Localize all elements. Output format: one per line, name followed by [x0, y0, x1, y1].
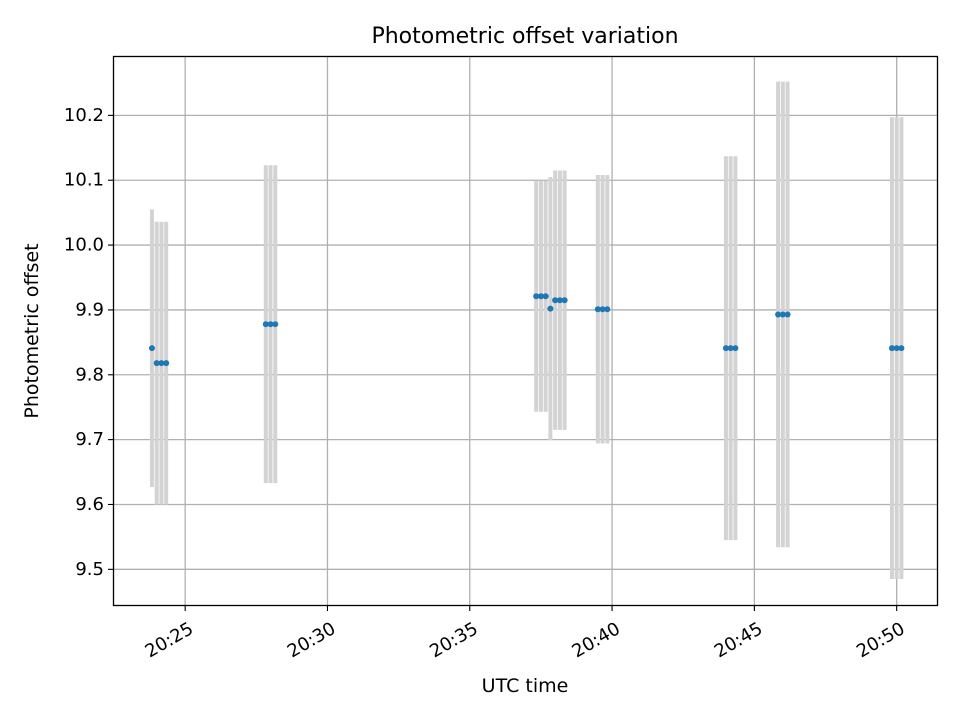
y-tick-label: 10.1: [64, 170, 104, 191]
data-point: [898, 345, 905, 352]
y-tick-label: 9.5: [75, 559, 104, 580]
y-axis-label: Photometric offset: [21, 243, 43, 418]
data-point: [888, 345, 895, 352]
data-point: [537, 293, 544, 300]
data-point: [722, 345, 729, 352]
y-axis-ticks: 9.5 9.6 9.7 9.8 9.9 10.0 10.1 10.2: [64, 105, 114, 580]
data-point: [727, 345, 734, 352]
data-point: [594, 306, 601, 313]
data-point: [272, 321, 279, 328]
data-point: [784, 311, 791, 318]
data-point: [158, 360, 165, 367]
data-point: [779, 311, 786, 318]
data-point: [561, 297, 568, 304]
data-point: [893, 345, 900, 352]
data-point: [163, 360, 170, 367]
markers: [148, 293, 905, 367]
data-point: [599, 306, 606, 313]
data-point: [153, 360, 160, 367]
x-axis-label: UTC time: [482, 675, 569, 697]
y-tick-label: 9.8: [75, 364, 104, 385]
data-point: [732, 345, 739, 352]
y-tick-label: 9.7: [75, 429, 104, 450]
data-point: [267, 321, 274, 328]
data-point: [775, 311, 782, 318]
data-point: [556, 297, 563, 304]
y-tick-label: 9.6: [75, 494, 104, 515]
y-tick-label: 9.9: [75, 299, 104, 320]
data-point: [533, 293, 540, 300]
data-point: [604, 306, 611, 313]
data-point: [552, 297, 559, 304]
data-point: [148, 345, 155, 352]
data-point: [542, 293, 549, 300]
plot-frame: [112, 55, 939, 607]
data-point: [262, 321, 269, 328]
data-point: [547, 305, 554, 312]
y-tick-label: 10.0: [64, 235, 104, 256]
y-tick-label: 10.2: [64, 105, 104, 126]
chart-title: Photometric offset variation: [371, 24, 678, 49]
